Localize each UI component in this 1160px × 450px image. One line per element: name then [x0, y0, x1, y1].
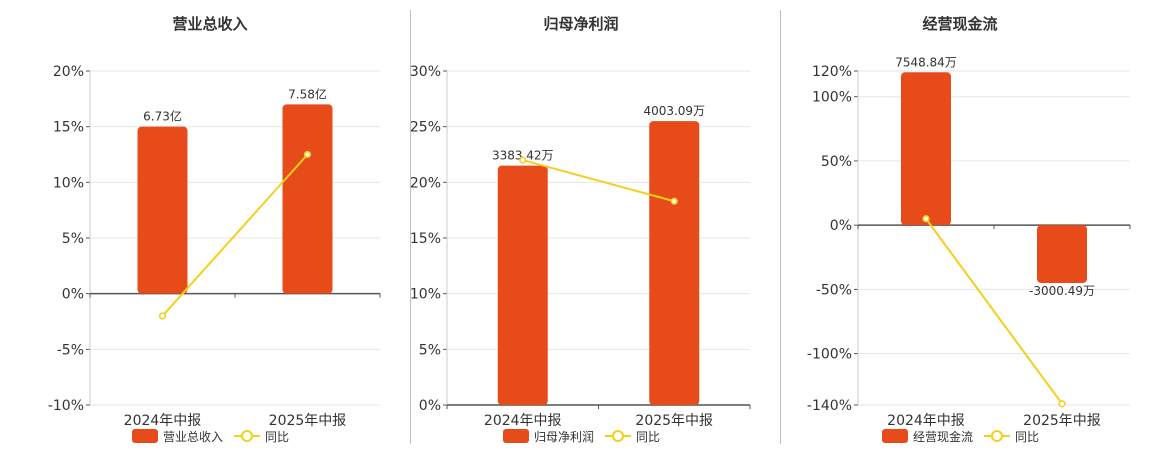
yoy-line [925, 218, 1063, 405]
bar [282, 104, 333, 294]
y-tick-label: 20% [410, 175, 441, 191]
x-tick-label: 2024年中报 [484, 413, 562, 429]
y-tick-label: 0% [419, 398, 441, 414]
legend-bar-swatch [503, 429, 529, 443]
yoy-point [158, 312, 167, 320]
bar [497, 165, 548, 405]
y-tick-label: 100% [812, 90, 852, 106]
y-tick-label: -100% [807, 347, 852, 363]
legend-bar-label: 经营现金流 [913, 429, 973, 444]
bar [137, 126, 188, 294]
y-tick-label: 25% [410, 120, 441, 136]
y-tick-label: 10% [410, 287, 441, 303]
y-tick-label: 20% [53, 64, 84, 80]
legend: 营业总收入 同比 [132, 429, 289, 444]
chart-panel-1: 营业总收入 -10% -5% 0% 5% 10% 15% 20% 2024年中报 2025年中报 6… [48, 15, 381, 444]
x-tick-label: 2024年中报 [124, 413, 202, 429]
y-tick-label: 15% [410, 231, 441, 247]
y-tick-label: -50% [816, 282, 852, 298]
y-tick-label: 10% [53, 175, 84, 191]
y-tick-label: -10% [48, 398, 84, 414]
y-tick-label: 15% [53, 120, 84, 136]
legend: 归母净利润 同比 [503, 429, 660, 444]
x-tick-label: 2025年中报 [1023, 413, 1101, 429]
bar-data-label: -3000.49万 [1029, 284, 1095, 298]
bar-data-label: 6.73亿 [143, 109, 182, 124]
legend-line-marker [612, 430, 624, 442]
yoy-point [1058, 400, 1066, 408]
chart-title: 归母净利润 [543, 15, 618, 33]
legend-bar-label: 营业总收入 [163, 430, 223, 444]
yoy-line [161, 153, 309, 317]
yoy-point [922, 215, 930, 223]
chart-panel-2: 归母净利润 0% 5% 10% 15% 20% 25% 30% 2024年中报 2025年中报 33… [410, 15, 751, 444]
y-tick-label: 5% [419, 342, 441, 358]
panel-divider-2 [780, 10, 781, 444]
panel-divider-1 [410, 10, 411, 444]
bar-data-label: 3383.42万 [492, 149, 554, 163]
legend-bar-label: 归母净利润 [534, 430, 594, 444]
x-tick-label: 2025年中报 [635, 413, 713, 429]
legend-line-label: 同比 [1015, 430, 1039, 444]
y-tick-label: 5% [62, 231, 84, 247]
bar [649, 121, 700, 405]
chart-title: 经营现金流 [922, 15, 997, 33]
chart-title: 营业总收入 [172, 15, 247, 33]
bar-data-label: 7.58亿 [288, 86, 327, 101]
legend-line-marker [241, 430, 253, 442]
yoy-line [522, 159, 675, 203]
y-tick-label: 0% [830, 218, 852, 234]
bar [1037, 225, 1087, 283]
yoy-point [670, 197, 678, 205]
x-tick-label: 2024年中报 [887, 413, 965, 429]
legend: 经营现金流 同比 [882, 429, 1039, 444]
x-tick-label: 2025年中报 [269, 413, 347, 429]
yoy-point [519, 156, 527, 164]
legend-line-label: 同比 [636, 430, 660, 444]
legend-line-label: 同比 [265, 430, 289, 444]
bar [901, 72, 951, 226]
y-tick-label: -5% [57, 342, 84, 358]
legend-bar-swatch [882, 429, 908, 443]
bar-data-label: 4003.09万 [643, 104, 705, 118]
chart-panel-3: 经营现金流 -140% -100% -50% 0% 50% 100% 120% 2024年中报 2… [807, 15, 1131, 444]
y-tick-label: 0% [62, 287, 84, 303]
legend-line-marker [991, 430, 1003, 442]
y-tick-label: -140% [807, 398, 852, 414]
legend-bar-swatch [132, 429, 158, 443]
y-tick-label: 120% [812, 64, 852, 80]
y-tick-label: 50% [821, 154, 852, 170]
yoy-point [303, 150, 312, 159]
y-tick-label: 30% [410, 64, 441, 80]
bar-data-label: 7548.84万 [895, 55, 957, 69]
